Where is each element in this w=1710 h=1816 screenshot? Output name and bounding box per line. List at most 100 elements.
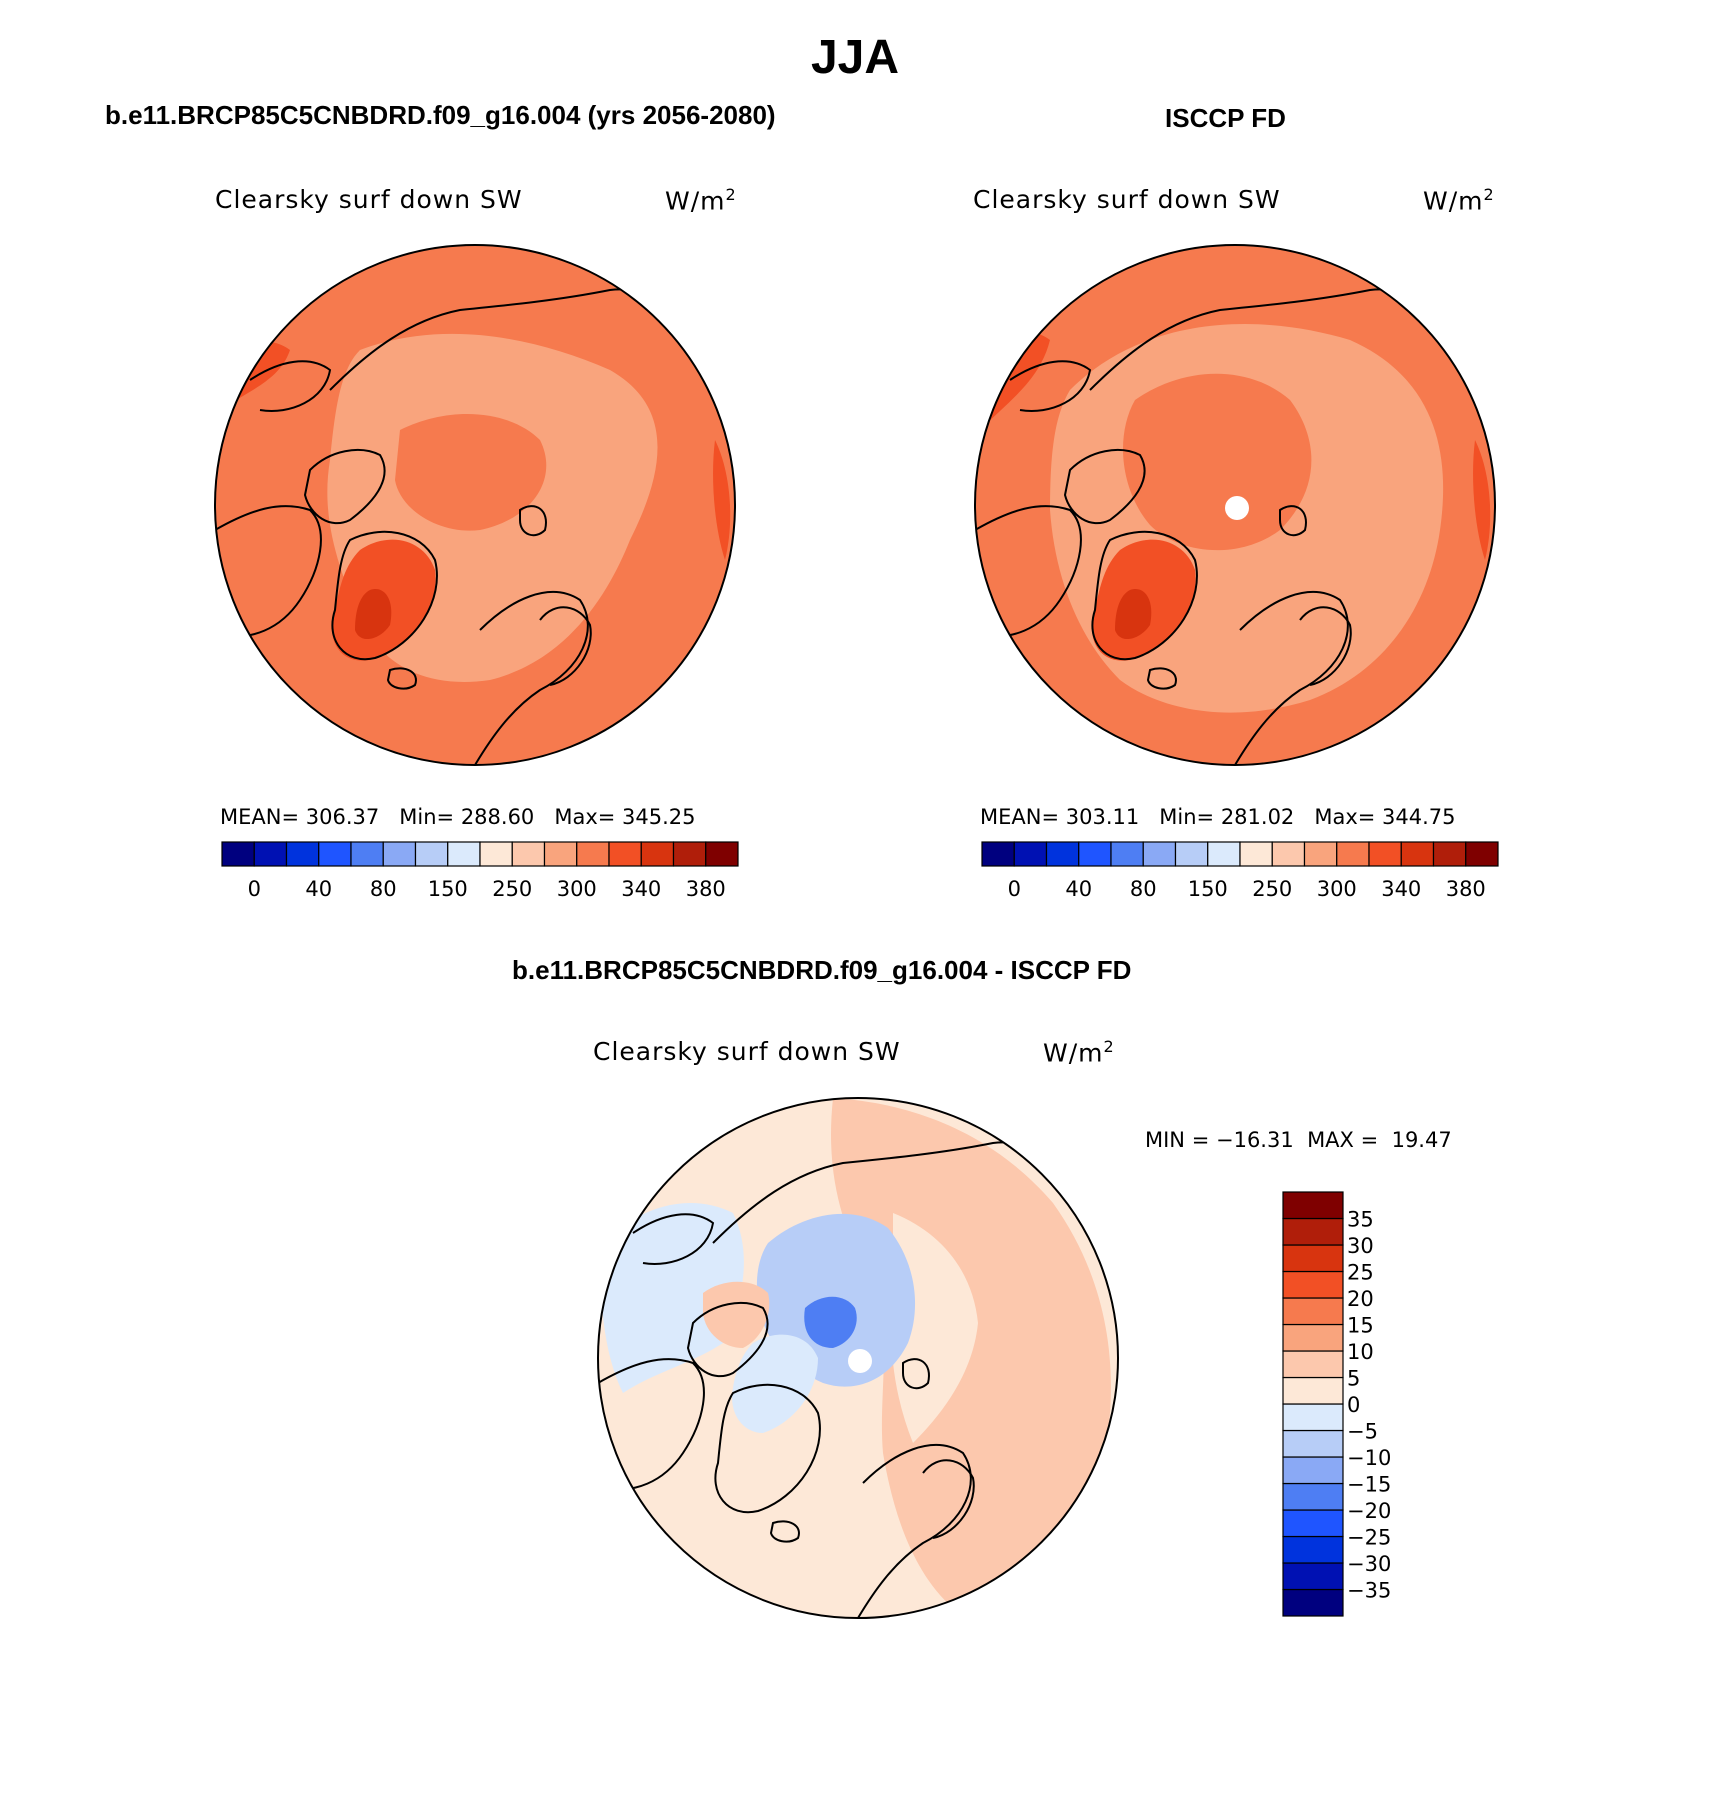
diff-coastline-alaska	[632, 1213, 715, 1265]
obs-colorbar-swatch	[1207, 841, 1241, 867]
obs-colorbar-swatch	[1465, 841, 1499, 867]
obs-coastline-iceland	[1146, 667, 1177, 690]
obs-colorbar-swatch	[981, 841, 1015, 867]
model-colorbar-swatch	[608, 841, 642, 867]
diff-colorbar-swatch	[1282, 1191, 1344, 1220]
model-coastline-north-america	[215, 505, 322, 638]
diff-polar-map	[597, 1097, 1119, 1619]
diff-colorbar-swatch	[1282, 1403, 1344, 1432]
model-colorbar-swatch	[576, 841, 610, 867]
diff-field-cool-greenland	[732, 1334, 818, 1433]
obs-colorbar-swatch	[1045, 841, 1080, 867]
model-colorbar-tick-label: 80	[370, 877, 397, 901]
model-field-central-region	[395, 413, 547, 531]
obs-colorbar-swatch	[1432, 841, 1467, 867]
model-colorbar-tick-label: 250	[492, 877, 532, 901]
diff-coastline-north-america	[598, 1358, 705, 1491]
model-variable-label: Clearsky surf down SW	[215, 185, 523, 214]
diff-colorbar-swatch	[1282, 1456, 1344, 1485]
model-colorbar-swatch	[511, 841, 546, 867]
model-colorbar-swatch	[414, 841, 449, 867]
model-colorbar-swatch	[479, 841, 513, 867]
diff-map-border	[597, 1097, 1119, 1619]
model-colorbar-swatch	[318, 841, 352, 867]
model-colorbar-swatch	[672, 841, 707, 867]
obs-colorbar-tick-label: 300	[1317, 877, 1357, 901]
obs-map-border	[974, 244, 1496, 766]
obs-coastline-greenland	[1091, 530, 1198, 661]
model-case-title: b.e11.BRCP85C5CNBDRD.f09_g16.004 (yrs 20…	[105, 100, 776, 130]
diff-colorbar-tick-label: 35	[1347, 1208, 1374, 1232]
diff-colorbar-tick-label: 20	[1347, 1287, 1374, 1311]
model-coastline-scandinavia	[539, 606, 592, 686]
model-colorbar-swatch	[640, 841, 675, 867]
diff-colorbar-swatch	[1282, 1535, 1344, 1564]
model-colorbar-swatch	[543, 841, 578, 867]
diff-colorbar-tick-label: 10	[1347, 1340, 1374, 1364]
diff-colorbar-swatch	[1282, 1429, 1344, 1458]
obs-coastline-alaska	[1009, 360, 1092, 412]
diff-variable-label: Clearsky surf down SW	[593, 1037, 901, 1066]
model-polar-map	[214, 244, 736, 766]
model-colorbar-tick-label: 150	[428, 877, 468, 901]
obs-coastline-arctic-archipelago	[1063, 449, 1146, 525]
obs-colorbar-swatch	[1271, 841, 1306, 867]
diff-field-coolest-pole	[804, 1296, 857, 1348]
obs-colorbar-swatch	[1174, 841, 1209, 867]
obs-colorbar-tick-label: 150	[1188, 877, 1228, 901]
obs-colorbar-tick-label: 250	[1252, 877, 1292, 901]
diff-colorbar-tick-label: −5	[1347, 1420, 1378, 1444]
obs-colorbar-tick-label: 340	[1381, 877, 1421, 901]
model-field-greenland-core	[355, 589, 392, 640]
model-field-right-edge	[713, 440, 731, 560]
diff-field-cool-western	[601, 1203, 744, 1393]
diff-colorbar-tick-label: −30	[1347, 1552, 1391, 1576]
obs-variable-label: Clearsky surf down SW	[973, 185, 1281, 214]
obs-colorbar-swatch	[1239, 841, 1273, 867]
diff-colorbar-tick-label: −15	[1347, 1473, 1391, 1497]
main-title: JJA	[810, 31, 900, 84]
obs-colorbar: 0 40 80 150 250 300 340 380	[981, 841, 1499, 901]
diff-colorbar-swatch	[1282, 1217, 1344, 1246]
diff-colorbar-tick-label: 5	[1347, 1367, 1360, 1391]
diff-colorbar-swatch	[1282, 1509, 1344, 1538]
diff-colorbar-swatch	[1282, 1270, 1344, 1299]
model-coastline-alaska	[249, 360, 332, 412]
model-coastline-arctic-archipelago	[303, 449, 386, 525]
obs-case-title: ISCCP FD	[1165, 103, 1286, 133]
diff-colorbar-tick-label: −10	[1347, 1446, 1391, 1470]
obs-colorbar-tick-label: 80	[1130, 877, 1157, 901]
model-coastline-greenland	[331, 530, 438, 661]
diff-coastline-iceland	[769, 1520, 800, 1543]
diff-colorbar-swatch	[1282, 1350, 1344, 1379]
diff-colorbar-tick-label: 0	[1347, 1393, 1360, 1417]
model-units-label: W/m2	[665, 185, 737, 216]
obs-colorbar-swatch	[1110, 841, 1144, 867]
diff-colorbar-swatch	[1282, 1376, 1344, 1405]
diff-case-title: b.e11.BRCP85C5CNBDRD.f09_g16.004 - ISCCP…	[512, 955, 1132, 985]
diff-colorbar-swatch	[1282, 1297, 1344, 1326]
diff-coastline-svalbard	[902, 1358, 930, 1390]
diff-field-warm-archipelago	[703, 1281, 770, 1348]
diff-colorbar-swatch	[1282, 1244, 1344, 1273]
diff-minmax: MIN = −16.31 MAX = 19.47	[1145, 1128, 1452, 1152]
diff-field-neutral-band	[891, 1213, 978, 1443]
model-coastline-europe	[474, 591, 589, 765]
obs-colorbar-tick-label: 0	[1008, 877, 1021, 901]
diff-colorbar-swatch	[1282, 1562, 1344, 1591]
model-map-border	[214, 244, 736, 766]
model-colorbar-swatch	[382, 841, 417, 867]
obs-colorbar-swatch	[1400, 841, 1435, 867]
obs-colorbar-swatch	[1142, 841, 1177, 867]
obs-field-central-region	[1123, 373, 1312, 551]
model-colorbar-swatch	[285, 841, 320, 867]
model-colorbar-tick-label: 300	[557, 877, 597, 901]
diff-colorbar-tick-label: 25	[1347, 1261, 1374, 1285]
model-colorbar-swatch	[253, 841, 288, 867]
diff-coastline-arctic-archipelago	[686, 1302, 769, 1378]
obs-colorbar-tick-label: 40	[1065, 877, 1092, 901]
obs-field-greenland-core	[1115, 589, 1152, 640]
obs-coastline-europe	[1234, 591, 1349, 765]
obs-colorbar-tick-label: 380	[1446, 877, 1486, 901]
